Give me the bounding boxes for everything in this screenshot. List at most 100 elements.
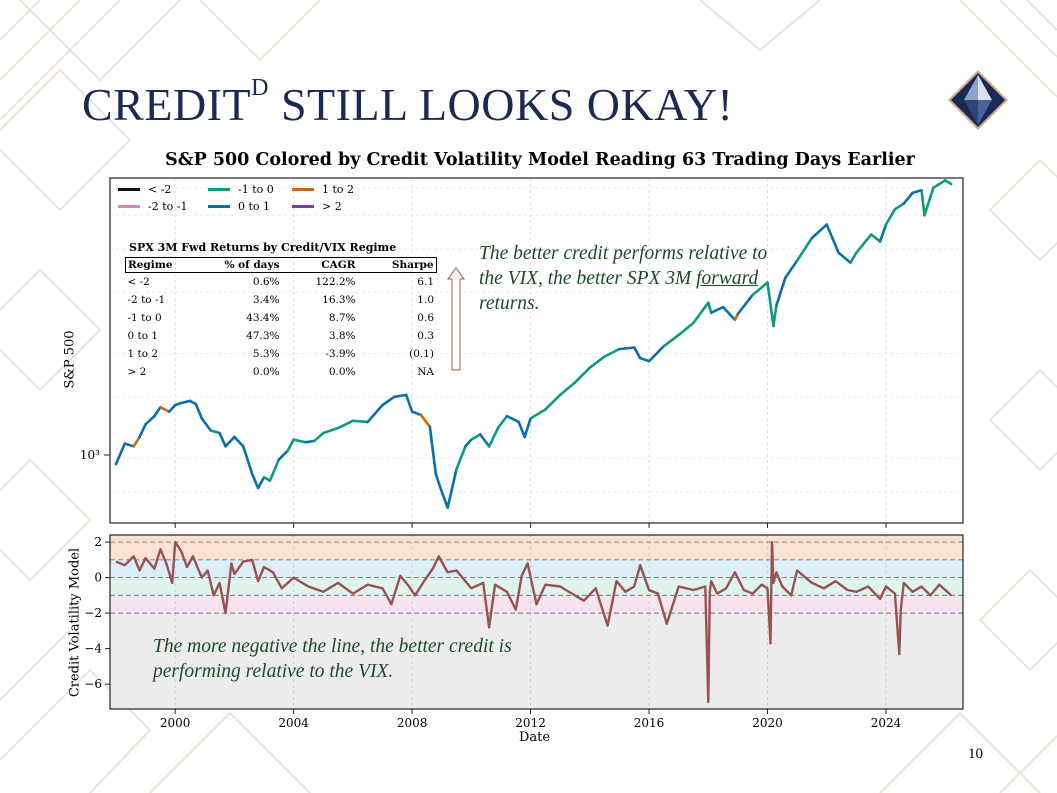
page-number: 10 (968, 746, 983, 762)
price-segment (440, 490, 449, 509)
price-segment (446, 467, 458, 509)
price-segment (855, 233, 873, 255)
price-segment (517, 420, 526, 439)
x-tick-label: 2012 (515, 716, 546, 730)
y-tick-label: −4 (84, 642, 102, 656)
table-row: < -2 0.6% 122.2% 6.1 (126, 273, 437, 292)
price-segment (470, 433, 482, 441)
table-cell: 8.7% (328, 312, 356, 324)
price-segment (573, 366, 592, 384)
annotation-top-text-end: returns. (479, 293, 540, 314)
price-segment (588, 355, 606, 369)
price-segment (837, 251, 852, 265)
legend-item-neg1-to-0: -1 to 0 (208, 183, 274, 196)
price-segment (632, 346, 642, 360)
legend-swatch (118, 205, 140, 208)
price-segment (336, 419, 355, 430)
price-segment (706, 301, 713, 315)
price-segment (721, 305, 737, 322)
top-chart-frame (109, 177, 964, 524)
price-segment (487, 426, 500, 448)
bottom-chart-frame (109, 534, 964, 710)
price-segment (224, 435, 236, 448)
regime-band (110, 559, 963, 578)
legend-item-gt-2: > 2 (292, 200, 342, 213)
price-segment (544, 393, 562, 411)
legend-label: 0 to 1 (238, 200, 271, 213)
price-segment (313, 431, 325, 443)
x-tick-label: 2000 (160, 716, 191, 730)
price-segment (455, 445, 467, 471)
regime-band (110, 535, 963, 560)
table-cell: -2 to -1 (127, 294, 166, 306)
y-tick-label: −2 (84, 606, 102, 620)
table-cell: -3.9% (325, 348, 356, 360)
company-logo (948, 70, 1008, 130)
price-segment (496, 414, 509, 430)
price-segment (304, 439, 316, 444)
price-segment (167, 403, 177, 413)
x-tick-label: 2016 (634, 716, 665, 730)
table-cell: NA (417, 366, 434, 378)
table-cell: 0.0% (252, 366, 280, 378)
x-tick-label: 2024 (871, 716, 902, 730)
price-segment (194, 402, 204, 420)
legend-item-1-to-2: 1 to 2 (292, 183, 354, 196)
credit-model-series (115, 540, 953, 704)
price-segment (218, 431, 227, 448)
price-segment (529, 408, 547, 420)
legend-swatch (292, 205, 314, 208)
price-segment (250, 472, 260, 490)
price-segment (268, 458, 281, 483)
annotation-top-underlined: forward (696, 268, 759, 289)
legend-swatch (118, 188, 140, 191)
regime-band (110, 613, 963, 709)
x-axis-ticks: 2000 2004 2008 2012 2016 2020 2024 (160, 523, 902, 730)
x-axis-label: Date (519, 730, 551, 745)
price-segment (849, 251, 858, 265)
y-tick-label: 0 (94, 571, 102, 585)
table-row: > 2 0.0% 0.0% NA (126, 363, 437, 381)
price-segment (132, 435, 141, 448)
legend-item-neg2-to-neg1: -2 to -1 (118, 200, 187, 213)
price-segment (351, 419, 369, 424)
slide-title: CREDITD STILL LOOKS OKAY! (82, 76, 733, 131)
credit-volatility-line (115, 540, 953, 704)
table-row: -1 to 0 43.4% 8.7% 0.6 (126, 309, 437, 327)
price-segment (277, 449, 290, 461)
price-segment (869, 233, 882, 243)
price-segment (505, 414, 521, 424)
table-cell: 1 to 2 (127, 348, 159, 360)
price-segment (410, 410, 423, 417)
price-segment (692, 301, 710, 325)
price-segment (810, 223, 829, 240)
table-cell: 16.3% (322, 294, 356, 306)
table-cell: 0.6% (252, 276, 280, 288)
price-segment (256, 476, 266, 490)
price-segment (404, 393, 414, 413)
price-segment (233, 435, 245, 448)
table-cell: 5.3% (252, 348, 280, 360)
price-segment (419, 413, 432, 429)
table-cell: -1 to 0 (127, 312, 162, 324)
price-segment (825, 223, 840, 255)
price-segment (478, 433, 491, 448)
price-segment (766, 281, 775, 328)
price-segment (677, 321, 695, 337)
price-segment (464, 438, 473, 448)
table-cell: 3.4% (252, 294, 280, 306)
price-segment (884, 208, 897, 226)
bottom-y-ticks: 2 0 −2 −4 −6 (84, 535, 110, 691)
price-segment (618, 346, 636, 351)
table-cell: 43.4% (246, 312, 280, 324)
price-segment (393, 393, 408, 399)
price-segment (923, 186, 935, 217)
table-row: -2 to -1 3.4% 16.3% 1.0 (126, 291, 437, 309)
table-cell: 122.2% (315, 276, 356, 288)
price-segment (902, 191, 914, 205)
legend-swatch (292, 188, 314, 191)
table-cell: 0.0% (328, 366, 356, 378)
price-segment (123, 442, 135, 448)
